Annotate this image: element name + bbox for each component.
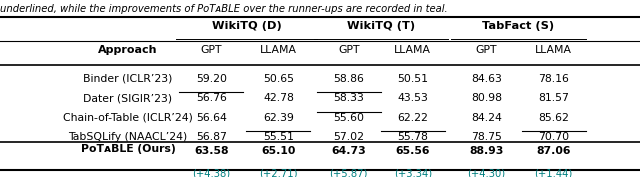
Text: 55.60: 55.60 — [333, 113, 364, 123]
Text: 84.63: 84.63 — [471, 74, 502, 84]
Text: 55.51: 55.51 — [263, 132, 294, 142]
Text: 55.78: 55.78 — [397, 132, 428, 142]
Text: 80.98: 80.98 — [471, 93, 502, 103]
Text: (+3.34): (+3.34) — [394, 168, 432, 177]
Text: (+1.44): (+1.44) — [534, 168, 573, 177]
Text: WikiTQ (T): WikiTQ (T) — [347, 21, 415, 31]
Text: PᴏTᴀBLE (Ours): PᴏTᴀBLE (Ours) — [81, 144, 175, 154]
Text: Chain-of-Table (ICLR’24): Chain-of-Table (ICLR’24) — [63, 113, 193, 123]
Text: (+4.30): (+4.30) — [467, 168, 506, 177]
Text: LLAMA: LLAMA — [260, 45, 297, 55]
Text: 58.86: 58.86 — [333, 74, 364, 84]
Text: Approach: Approach — [99, 45, 157, 55]
Text: 56.87: 56.87 — [196, 132, 227, 142]
Text: GPT: GPT — [200, 45, 222, 55]
Text: LLAMA: LLAMA — [535, 45, 572, 55]
Text: WikiTQ (D): WikiTQ (D) — [212, 21, 281, 31]
Text: 50.51: 50.51 — [397, 74, 428, 84]
Text: 70.70: 70.70 — [538, 132, 569, 142]
Text: 50.65: 50.65 — [263, 74, 294, 84]
Text: 43.53: 43.53 — [397, 93, 428, 103]
Text: 57.02: 57.02 — [333, 132, 364, 142]
Text: 42.78: 42.78 — [263, 93, 294, 103]
Text: 64.73: 64.73 — [332, 146, 366, 156]
Text: (+4.38): (+4.38) — [192, 168, 230, 177]
Text: TabSQLify (NAACL’24): TabSQLify (NAACL’24) — [68, 132, 188, 142]
Text: underlined, while the improvements of PᴏTᴀBLE over the runner-ups are recorded i: underlined, while the improvements of Pᴏ… — [0, 4, 447, 14]
Text: 84.24: 84.24 — [471, 113, 502, 123]
Text: 87.06: 87.06 — [536, 146, 571, 156]
Text: 59.20: 59.20 — [196, 74, 227, 84]
Text: 62.22: 62.22 — [397, 113, 428, 123]
Text: GPT: GPT — [476, 45, 497, 55]
Text: 78.75: 78.75 — [471, 132, 502, 142]
Text: 56.76: 56.76 — [196, 93, 227, 103]
Text: 63.58: 63.58 — [194, 146, 228, 156]
Text: 65.56: 65.56 — [396, 146, 430, 156]
Text: Binder (ICLR’23): Binder (ICLR’23) — [83, 74, 173, 84]
Text: TabFact (S): TabFact (S) — [483, 21, 554, 31]
Text: 58.33: 58.33 — [333, 93, 364, 103]
Text: 85.62: 85.62 — [538, 113, 569, 123]
Text: 88.93: 88.93 — [469, 146, 504, 156]
Text: LLAMA: LLAMA — [394, 45, 431, 55]
Text: 78.16: 78.16 — [538, 74, 569, 84]
Text: 81.57: 81.57 — [538, 93, 569, 103]
Text: 56.64: 56.64 — [196, 113, 227, 123]
Text: Dater (SIGIR’23): Dater (SIGIR’23) — [83, 93, 173, 103]
Text: GPT: GPT — [338, 45, 360, 55]
Text: (+2.71): (+2.71) — [259, 168, 298, 177]
Text: 65.10: 65.10 — [261, 146, 296, 156]
Text: 62.39: 62.39 — [263, 113, 294, 123]
Text: (+5.87): (+5.87) — [330, 168, 368, 177]
